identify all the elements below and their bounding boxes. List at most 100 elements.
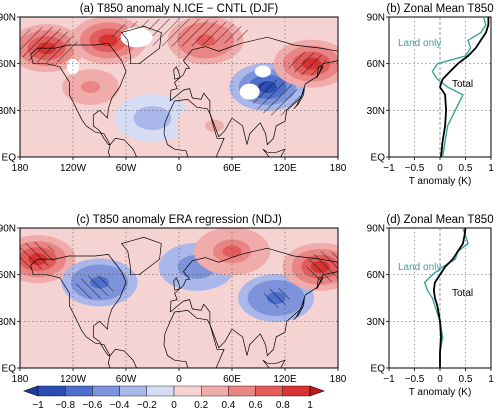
line-xlabel: T anomaly (K) xyxy=(409,387,472,398)
map-ytick-label-2: 60N xyxy=(0,59,16,70)
panel-d-plot: Land only Total −1 −0.5 0 0.5 1 EQ 30N 60N 90N T an… xyxy=(367,224,495,399)
line-xtick-label-4: 1 xyxy=(488,374,494,385)
hatched-area-1 xyxy=(306,250,338,283)
series-line-total xyxy=(439,17,490,158)
map-xtick-label-5: 120E xyxy=(273,163,297,174)
map-xtick-label-1: 120W xyxy=(60,374,87,385)
map-xtick-label-6: 180 xyxy=(330,163,347,174)
hatched-area-3 xyxy=(262,288,291,308)
map-ytick-label-2: 60N xyxy=(0,270,16,281)
coastline-8 xyxy=(316,277,324,289)
colorbar-tick-label-8: 0.6 xyxy=(249,400,263,410)
coastline-0 xyxy=(30,43,127,145)
coastline-2 xyxy=(107,348,137,368)
colorbar-tick-label-9: 0.8 xyxy=(276,400,290,410)
map-xtick-label-6: 180 xyxy=(330,374,347,385)
anomaly-blob-1 xyxy=(98,34,118,47)
coastline-1 xyxy=(120,236,162,276)
colorbar-arrow-left xyxy=(23,385,39,397)
line-ytick-label-2: 60N xyxy=(367,59,385,70)
line-xlabel: T anomaly (K) xyxy=(409,176,472,187)
series-label-land-only: Land only xyxy=(398,262,441,273)
hatched-area-2 xyxy=(252,79,301,116)
line-xtick-label-2: 0 xyxy=(437,163,443,174)
series-line-total xyxy=(432,227,467,368)
map-xtick-label-0: 180 xyxy=(12,374,29,385)
line-ytick-label-1: 30N xyxy=(367,317,385,328)
line-ytick-label-2: 60N xyxy=(367,270,385,281)
coastline-5 xyxy=(293,86,305,110)
colorbar-swatch-3 xyxy=(119,385,147,397)
anomaly-blob-3 xyxy=(222,245,242,258)
colorbar-tick-label-6: 0.2 xyxy=(194,400,208,410)
colorbar-tick-label-4: −0.2 xyxy=(137,400,157,410)
map-field xyxy=(20,17,338,157)
colorbar-tick-label-2: −0.6 xyxy=(83,400,103,410)
series-line-land-only xyxy=(431,16,487,158)
map-ytick-label-0: EQ xyxy=(2,153,17,164)
colorbar-swatch-7 xyxy=(228,385,256,397)
panel-d-title: (d) Zonal Mean T850 xyxy=(386,214,493,226)
map-ytick-label-3: 90N xyxy=(0,224,16,235)
masked-area-2 xyxy=(239,83,260,100)
panel-c-title: (c) T850 anomaly ERA regression (NDJ) xyxy=(76,214,282,226)
map-xtick-label-3: 0 xyxy=(176,163,182,174)
line-xtick-label-0: −1 xyxy=(383,374,395,385)
panel-a-title: (a) T850 anomaly N.ICE − CNTL (DJF) xyxy=(80,3,279,15)
coastline-1 xyxy=(120,25,162,65)
colorbar-swatch-2 xyxy=(92,385,120,397)
line-xtick-label-2: 0 xyxy=(437,374,443,385)
coastline-4 xyxy=(169,247,338,357)
colorbar: −1 −0.8 −0.6 −0.4 −0.2 0 0.2 0.4 0.6 0.8 1 xyxy=(23,385,325,410)
line-ytick-label-0: EQ xyxy=(371,364,386,375)
line-xtick-label-0: −1 xyxy=(383,163,395,174)
line-xtick-label-1: −0.5 xyxy=(405,163,425,174)
series-line-land-only xyxy=(423,227,469,368)
map-ytick-label-1: 30N xyxy=(0,106,16,117)
coastline-3 xyxy=(163,310,225,368)
series-label-total: Total xyxy=(452,288,473,299)
colorbar-tick-label-1: −0.8 xyxy=(55,400,75,410)
colorbar-swatch-8 xyxy=(255,385,284,397)
colorbar-tick-label-7: 0.4 xyxy=(221,400,235,410)
map-xtick-label-5: 120E xyxy=(273,374,297,385)
coastline-8 xyxy=(316,66,324,78)
hatched-area-3 xyxy=(287,51,328,76)
coastline-0 xyxy=(30,254,127,356)
map-xtick-label-4: 60E xyxy=(223,163,241,174)
series-label-total: Total xyxy=(452,79,473,90)
colorbar-tick-label-3: −0.4 xyxy=(110,400,130,410)
map-xtick-label-0: 180 xyxy=(12,163,29,174)
colorbar-swatch-6 xyxy=(200,385,229,397)
line-ytick-label-3: 90N xyxy=(367,13,385,24)
line-xtick-label-3: 0.5 xyxy=(459,374,473,385)
colorbar-tick-label-10: 1 xyxy=(307,400,313,410)
map-xtick-label-1: 120W xyxy=(60,163,87,174)
colorbar-swatch-1 xyxy=(64,385,93,397)
colorbar-swatch-4 xyxy=(146,385,175,397)
line-xtick-label-4: 1 xyxy=(488,163,494,174)
line-xtick-label-3: 0.5 xyxy=(459,163,473,174)
hatched-area-0 xyxy=(20,27,79,63)
map-ytick-label-1: 30N xyxy=(0,317,16,328)
map-xtick-label-4: 60E xyxy=(223,374,241,385)
colorbar-swatch-5 xyxy=(173,385,202,397)
panel-b-plot: Land only Total −1 −0.5 0 0.5 1 EQ 30N 60N 90N T an… xyxy=(367,13,495,188)
line-ytick-label-0: EQ xyxy=(371,153,386,164)
series-label-land-only: Land only xyxy=(398,38,441,49)
anomaly-blob-6 xyxy=(143,112,162,125)
line-ytick-label-1: 30N xyxy=(367,106,385,117)
map-ytick-label-3: 90N xyxy=(0,13,16,24)
masked-area-1 xyxy=(67,58,79,75)
masked-area-0 xyxy=(120,27,153,48)
anomaly-blob-5 xyxy=(81,81,101,93)
coastline-5 xyxy=(293,297,305,321)
map-ytick-label-0: EQ xyxy=(2,364,17,375)
hatched-area-2 xyxy=(75,275,116,300)
map-xtick-label-2: 60W xyxy=(116,163,137,174)
line-ytick-label-3: 90N xyxy=(367,224,385,235)
map-xtick-label-2: 60W xyxy=(116,374,137,385)
